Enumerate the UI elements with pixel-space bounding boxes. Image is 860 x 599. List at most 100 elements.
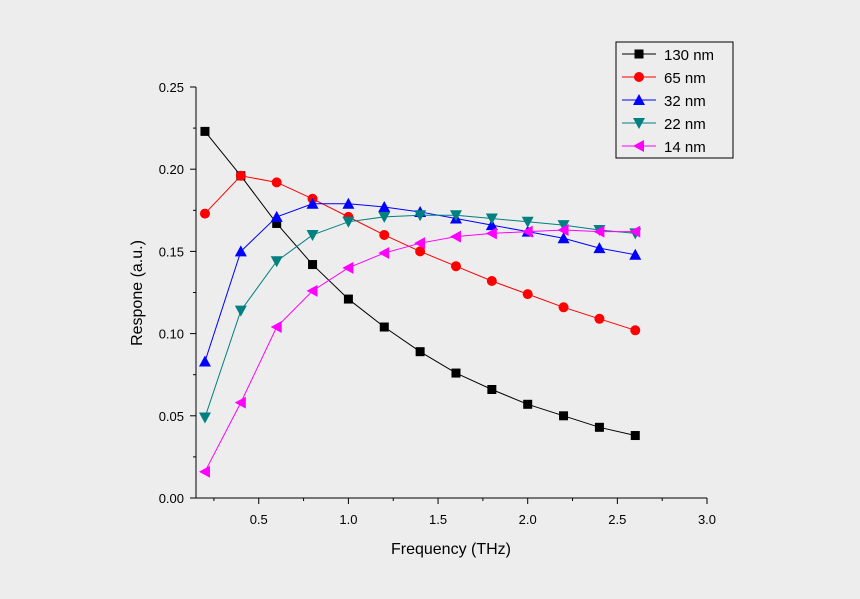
y-tick-label: 0.20 bbox=[159, 162, 184, 177]
data-point bbox=[630, 325, 641, 336]
x-tick-label: 0.5 bbox=[250, 512, 268, 527]
x-tick-label: 1.5 bbox=[429, 512, 447, 527]
data-point bbox=[593, 225, 605, 238]
data-point bbox=[378, 247, 390, 260]
plot-area bbox=[195, 87, 707, 499]
data-point bbox=[449, 210, 462, 222]
data-point bbox=[306, 284, 318, 297]
data-point bbox=[378, 211, 391, 223]
x-axis-title: Frequency (THz) bbox=[391, 541, 511, 558]
data-point bbox=[343, 294, 353, 304]
data-point bbox=[521, 216, 534, 228]
data-point bbox=[306, 197, 319, 209]
data-point bbox=[270, 256, 283, 268]
data-point bbox=[451, 368, 461, 378]
data-point bbox=[342, 261, 354, 274]
y-tick-label: 0.05 bbox=[159, 409, 184, 424]
legend-box bbox=[615, 41, 734, 159]
legend-label: 130 nm bbox=[664, 47, 714, 64]
series-65-nm bbox=[199, 170, 641, 336]
data-point bbox=[414, 210, 427, 222]
data-point bbox=[199, 208, 210, 219]
series-line bbox=[204, 203, 636, 362]
legend-label: 65 nm bbox=[664, 70, 706, 87]
legend-item: 32 nm bbox=[622, 93, 706, 110]
series-22-nm bbox=[198, 210, 642, 424]
data-point bbox=[234, 396, 246, 409]
x-tick-label: 3.0 bbox=[698, 512, 716, 527]
data-point bbox=[198, 465, 210, 478]
data-point bbox=[487, 384, 497, 394]
y-axis: 0.00 0.05 0.10 0.15 0.20 0.25 bbox=[159, 80, 196, 506]
data-point bbox=[557, 220, 570, 232]
data-point bbox=[200, 126, 210, 136]
data-point bbox=[630, 431, 640, 441]
data-point bbox=[234, 245, 247, 257]
data-point bbox=[521, 225, 533, 238]
data-point bbox=[629, 248, 642, 260]
data-point bbox=[594, 422, 604, 432]
data-point bbox=[342, 197, 355, 209]
legend: 130 nm 65 nm 32 nm 22 nm 14 nm bbox=[615, 41, 734, 159]
data-point bbox=[342, 216, 355, 228]
y-tick-label: 0.15 bbox=[159, 244, 184, 259]
series-line bbox=[204, 131, 636, 437]
data-point bbox=[414, 237, 426, 250]
legend-marker bbox=[634, 72, 644, 82]
x-axis: 0.5 1.0 1.5 2.0 2.5 3.0 bbox=[213, 498, 716, 527]
y-tick-label: 0.10 bbox=[159, 327, 184, 342]
data-point bbox=[523, 399, 533, 409]
data-point bbox=[449, 230, 461, 243]
data-point bbox=[271, 177, 282, 188]
x-tick-label: 1.0 bbox=[339, 512, 357, 527]
legend-label: 22 nm bbox=[664, 116, 706, 133]
data-point bbox=[558, 302, 569, 313]
data-point bbox=[379, 322, 389, 332]
x-tick-label: 2.0 bbox=[519, 512, 537, 527]
legend-item: 130 nm bbox=[622, 47, 714, 64]
data-point bbox=[415, 347, 425, 357]
y-tick-label: 0.00 bbox=[159, 491, 184, 506]
data-point bbox=[485, 227, 497, 240]
legend-item: 65 nm bbox=[622, 70, 706, 87]
data-point bbox=[415, 246, 426, 257]
data-point bbox=[485, 219, 498, 231]
series-130-nm bbox=[200, 126, 640, 441]
data-point bbox=[485, 213, 498, 225]
legend-item: 14 nm bbox=[622, 139, 706, 156]
data-point bbox=[522, 289, 533, 300]
data-point bbox=[235, 170, 246, 181]
series-14-nm bbox=[198, 224, 641, 478]
data-point bbox=[270, 210, 283, 222]
data-point bbox=[559, 411, 569, 421]
data-point bbox=[450, 261, 461, 272]
data-point bbox=[486, 275, 497, 286]
data-point bbox=[198, 412, 211, 424]
data-point bbox=[270, 321, 282, 334]
legend-item: 22 nm bbox=[622, 116, 706, 133]
data-point bbox=[557, 224, 569, 237]
data-point bbox=[306, 229, 319, 241]
y-axis-title: Respone (a.u.) bbox=[129, 240, 146, 346]
data-point bbox=[198, 355, 211, 367]
data-point bbox=[234, 305, 247, 317]
y-tick-label: 0.25 bbox=[159, 80, 184, 95]
legend-label: 32 nm bbox=[664, 93, 706, 110]
data-point bbox=[379, 229, 390, 240]
legend-marker bbox=[633, 140, 644, 152]
data-point bbox=[308, 260, 318, 270]
data-point bbox=[593, 242, 606, 254]
data-point bbox=[629, 225, 641, 238]
legend-marker bbox=[633, 94, 645, 105]
data-point bbox=[557, 232, 570, 244]
data-point bbox=[594, 313, 605, 324]
legend-marker bbox=[633, 118, 645, 129]
x-tick-label: 2.5 bbox=[608, 512, 626, 527]
series-32-nm bbox=[198, 197, 642, 367]
data-point bbox=[378, 201, 391, 213]
legend-label: 14 nm bbox=[664, 139, 706, 156]
series-layer bbox=[198, 126, 642, 478]
data-point bbox=[272, 218, 282, 228]
legend-marker bbox=[634, 49, 644, 59]
